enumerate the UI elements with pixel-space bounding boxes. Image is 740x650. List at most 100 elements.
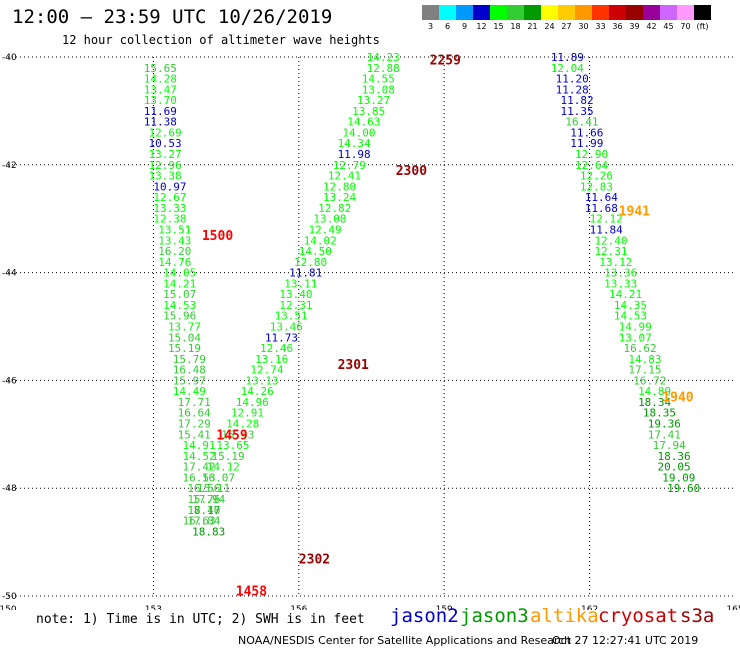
legend-jason3: jason3 [460, 605, 529, 627]
wave-height-value: 13.13 [245, 374, 278, 387]
color-scale-swatches [422, 5, 711, 20]
color-swatch [439, 5, 456, 20]
wave-height-value: 13.40 [279, 288, 312, 301]
wave-height-value: 12.82 [318, 202, 351, 215]
wave-height-value: 16.56 [187, 482, 220, 495]
legend-s3a: s3a [680, 605, 715, 627]
wave-height-value: 14.21 [609, 288, 642, 301]
wave-height-value: 15.04 [168, 331, 201, 344]
generated-timestamp: Oct 27 12:27:41 UTC 2019 [552, 634, 699, 647]
x-tick-label: 159 [436, 605, 453, 610]
pass-time-label: 1941 [619, 205, 650, 220]
wave-height-value: 11.84 [590, 223, 623, 236]
x-tick-label: 165 [726, 605, 740, 610]
color-scale-label: 36 [612, 22, 623, 31]
wave-height-value: 12.26 [580, 170, 613, 183]
wave-height-value: 15.11 [197, 482, 230, 495]
wave-height-value: 13.07 [619, 331, 652, 344]
wave-height-value: 14.99 [619, 321, 652, 334]
wave-height-value: 17.15 [628, 364, 661, 377]
chart-subtitle: 12 hour collection of altimeter wave hei… [62, 33, 380, 47]
wave-height-value: 11.35 [561, 105, 594, 118]
wave-height-value: 16.64 [178, 407, 211, 420]
wave-height-value: 17.41 [648, 428, 681, 441]
wave-height-value: 14.34 [338, 137, 371, 150]
wave-height-value: 14.89 [638, 385, 671, 398]
wave-height-value: 12.31 [594, 245, 627, 258]
credit-line: NOAA/NESDIS Center for Satellite Applica… [238, 634, 572, 647]
wave-height-value: 10.53 [149, 137, 182, 150]
color-swatch [592, 5, 609, 20]
pass-time-label: 2301 [338, 358, 369, 373]
wave-height-value: 11.82 [561, 94, 594, 107]
wave-height-value: 14.63 [347, 116, 380, 129]
wave-height-value: 18.83 [192, 525, 225, 538]
color-scale-label: 15 [493, 22, 504, 31]
wave-height-value: 17.29 [178, 418, 211, 431]
color-scale-label: 39 [629, 22, 640, 31]
color-scale-label: 30 [578, 22, 589, 31]
wave-height-value: 12.80 [294, 256, 327, 269]
wave-height-value: 16.20 [158, 245, 191, 258]
wave-height-value: 18.35 [643, 407, 676, 420]
wave-height-value: 14.96 [236, 396, 269, 409]
wave-height-value: 12.31 [279, 299, 312, 312]
wave-height-value: 13.16 [255, 353, 288, 366]
wave-height-value: 13.65 [216, 439, 249, 452]
color-swatch [507, 5, 524, 20]
wave-height-value: 14.26 [241, 385, 274, 398]
wave-height-value: 18.17 [187, 504, 220, 517]
wave-height-value: 14.28 [144, 73, 177, 86]
color-scale-label: 42 [646, 22, 657, 31]
wave-height-value: 16.48 [173, 364, 206, 377]
wave-height-value: 15.65 [144, 62, 177, 75]
wave-height-value: 13.77 [168, 321, 201, 334]
color-swatch [643, 5, 660, 20]
wave-height-value: 11.73 [265, 331, 298, 344]
wave-height-value: 17.71 [178, 396, 211, 409]
wave-height-value: 15.43 [221, 428, 254, 441]
wave-height-value: 19.36 [648, 418, 681, 431]
wave-height-value: 13.24 [323, 191, 356, 204]
color-scale-label: 9 [461, 22, 468, 31]
color-swatch [490, 5, 507, 20]
wave-height-value: 12.41 [328, 170, 361, 183]
wave-height-value: 13.08 [313, 213, 346, 226]
wave-height-value: 14.53 [163, 299, 196, 312]
wave-height-value: 11.69 [144, 105, 177, 118]
wave-height-value: 19.09 [662, 471, 695, 484]
wave-height-value: 12.46 [260, 342, 293, 355]
color-scale-label: 70 [680, 22, 691, 31]
wave-height-value: 12.40 [594, 234, 627, 247]
wave-height-value: 15.76 [187, 493, 220, 506]
wave-height-value: 14.49 [173, 385, 206, 398]
color-scale-label: 6 [444, 22, 451, 31]
wave-height-value: 13.36 [604, 267, 637, 280]
color-swatch [541, 5, 558, 20]
color-scale-label: 21 [527, 22, 538, 31]
pass-time-label: 1500 [202, 229, 233, 244]
wave-height-value: 13.12 [599, 256, 632, 269]
wave-height-value: 12.90 [575, 148, 608, 161]
wave-height-value: 14.35 [614, 299, 647, 312]
wave-height-value: 13.43 [158, 234, 191, 247]
color-swatch [473, 5, 490, 20]
color-scale-legend: 3 6 9 12 15 18 21 24 27 30 33 36 39 42 45 70 (ft) [422, 5, 711, 31]
y-tick-label: -44 [2, 269, 17, 279]
y-tick-label: -50 [2, 592, 17, 602]
wave-height-value: 12.88 [367, 62, 400, 75]
color-scale-label: 45 [663, 22, 674, 31]
wave-height-value: 19.60 [667, 482, 700, 495]
wave-height-value: 15.79 [173, 353, 206, 366]
wave-height-value: 17.94 [653, 439, 686, 452]
wave-height-value: 13.51 [158, 223, 191, 236]
wave-height-value: 13.85 [352, 105, 385, 118]
wave-height-value: 16.41 [565, 116, 598, 129]
color-scale-label: 27 [561, 22, 572, 31]
wave-height-value: 11.28 [556, 83, 589, 96]
wave-height-value: 14.76 [158, 256, 191, 269]
y-tick-label: -46 [2, 376, 17, 386]
footnote: note: 1) Time is in UTC; 2) SWH is in fe… [36, 612, 365, 627]
wave-height-value: 12.04 [551, 62, 584, 75]
wave-height-value: 11.66 [570, 126, 603, 139]
